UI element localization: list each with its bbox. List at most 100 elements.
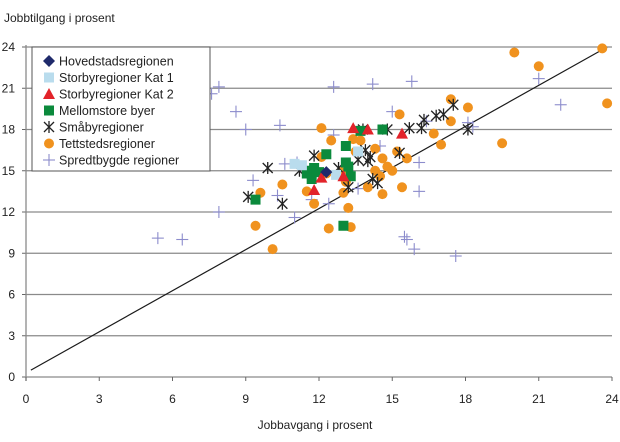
point-spredtbygde-regioner bbox=[413, 156, 426, 169]
point-smabyregioner bbox=[416, 122, 428, 135]
y-tick-label: 0 bbox=[8, 370, 15, 384]
legend-label-hovedstadsregionen: Hovedstadsregionen bbox=[59, 55, 174, 69]
point-storbyregioner-kat-1 bbox=[353, 146, 364, 157]
legend-box bbox=[31, 46, 211, 172]
point-mellomstore-byer bbox=[355, 125, 366, 136]
point-spredtbygde-regioner bbox=[466, 120, 479, 133]
point-spredtbygde-regioner bbox=[247, 174, 260, 187]
point-spredtbygde-regioner bbox=[408, 243, 421, 256]
point-smabyregioner bbox=[394, 146, 406, 159]
axes bbox=[22, 45, 613, 381]
point-spredtbygde-regioner bbox=[212, 206, 225, 218]
point-storbyregioner-kat-1 bbox=[289, 158, 300, 169]
point-tettstedsregioner bbox=[602, 98, 613, 109]
point-mellomstore-byer bbox=[345, 171, 356, 182]
point-storbyregioner-kat-2 bbox=[361, 123, 374, 135]
legend-marker-tettstedsregioner bbox=[44, 138, 54, 149]
x-tick-label: 9 bbox=[242, 392, 249, 406]
point-mellomstore-byer bbox=[250, 194, 261, 205]
point-mellomstore-byer bbox=[321, 149, 332, 160]
point-mellomstore-byer bbox=[306, 174, 317, 184]
point-tettstedsregioner bbox=[250, 220, 261, 231]
point-tettstedsregioner bbox=[597, 43, 608, 54]
point-tettstedsregioner bbox=[387, 165, 398, 176]
point-smabyregioner bbox=[447, 98, 459, 111]
y-tick-label: 21 bbox=[2, 81, 16, 95]
point-spredtbygde-regioner bbox=[322, 197, 335, 210]
point-spredtbygde-regioner bbox=[176, 233, 189, 246]
point-tettstedsregioner bbox=[377, 189, 388, 200]
point-storbyregioner-kat-1 bbox=[296, 160, 307, 171]
point-tettstedsregioner bbox=[309, 198, 320, 209]
y-axis-title: Jobbtilgang i prosent bbox=[4, 11, 115, 25]
y-tick-label: 18 bbox=[2, 123, 16, 137]
point-smabyregioner bbox=[262, 162, 274, 174]
point-mellomstore-byer bbox=[377, 124, 388, 135]
point-spredtbygde-regioner bbox=[398, 230, 411, 243]
point-smabyregioner bbox=[403, 122, 415, 135]
point-spredtbygde-regioner bbox=[229, 105, 242, 118]
point-storbyregioner-kat-2 bbox=[396, 127, 409, 139]
point-tettstedsregioner bbox=[497, 138, 508, 149]
reference-line bbox=[30, 46, 608, 371]
point-spredtbygde-regioner bbox=[366, 78, 379, 91]
legend-marker-hovedstadsregionen bbox=[43, 55, 55, 67]
point-spredtbygde-regioner bbox=[413, 185, 426, 198]
point-tettstedsregioner bbox=[323, 223, 334, 234]
point-tettstedsregioner bbox=[397, 182, 408, 193]
y-tick-label: 6 bbox=[8, 288, 15, 302]
point-smabyregioner bbox=[342, 181, 354, 194]
point-spredtbygde-regioner bbox=[151, 232, 164, 245]
point-smabyregioner bbox=[438, 108, 449, 121]
legend-label-spredtbygde-regioner: Spredtbygde regioner bbox=[59, 154, 179, 168]
x-tick-label: 6 bbox=[169, 392, 176, 406]
point-tettstedsregioner bbox=[370, 143, 381, 154]
legend-marker-storbyregioner-kat-1 bbox=[44, 72, 54, 83]
x-tick-labels: 0 3 6 9 12 15 18 21 24 bbox=[23, 392, 619, 406]
point-spredtbygde-regioner bbox=[405, 75, 418, 88]
x-tick-label: 15 bbox=[386, 392, 400, 406]
x-tick-label: 18 bbox=[459, 392, 473, 406]
point-tettstedsregioner bbox=[362, 182, 373, 193]
point-smabyregioner bbox=[362, 155, 374, 168]
legend-label-tettstedsregioner: Tettstedsregioner bbox=[59, 137, 155, 151]
point-smabyregioner bbox=[372, 177, 384, 190]
diagonal-line bbox=[30, 46, 608, 371]
point-storbyregioner-kat-2 bbox=[347, 122, 360, 134]
point-storbyregioner-kat-1 bbox=[331, 169, 342, 180]
point-spredtbygde-regioner bbox=[212, 80, 225, 93]
legend-label-mellomstore-byer: Mellomstore byer bbox=[59, 104, 155, 118]
y-tick-label: 24 bbox=[2, 40, 16, 54]
y-tick-label: 3 bbox=[8, 329, 15, 343]
x-tick-label: 24 bbox=[605, 392, 619, 406]
legend: Hovedstadsregionen Storbyregioner Kat 1 St… bbox=[31, 46, 211, 172]
point-smabyregioner bbox=[462, 123, 474, 136]
x-tick-label: 3 bbox=[96, 392, 103, 406]
legend-marker-spredtbygde-regioner bbox=[43, 154, 55, 166]
y-tick-label: 15 bbox=[2, 164, 16, 178]
point-spredtbygde-regioner bbox=[400, 233, 413, 246]
point-spredtbygde-regioner bbox=[327, 80, 340, 93]
point-tettstedsregioner bbox=[533, 61, 544, 72]
point-spredtbygde-regioner bbox=[449, 250, 462, 262]
x-axis-title: Jobbavgang i prosent bbox=[258, 418, 373, 432]
point-tettstedsregioner bbox=[462, 102, 473, 113]
x-tick-label: 21 bbox=[532, 392, 546, 406]
point-smabyregioner bbox=[308, 149, 320, 162]
point-smabyregioner bbox=[430, 109, 442, 122]
point-spredtbygde-regioner bbox=[288, 211, 301, 224]
y-tick-labels: 0 3 6 9 12 15 18 21 24 bbox=[2, 40, 16, 384]
point-tettstedsregioner bbox=[277, 179, 288, 190]
x-tick-label: 0 bbox=[23, 392, 30, 406]
point-tettstedsregioner bbox=[267, 244, 278, 255]
point-storbyregioner-kat-2 bbox=[315, 171, 328, 183]
point-mellomstore-byer bbox=[314, 167, 324, 178]
point-smabyregioner bbox=[364, 151, 376, 163]
point-smabyregioner bbox=[276, 197, 288, 210]
point-tettstedsregioner bbox=[343, 202, 354, 213]
point-tettstedsregioner bbox=[326, 135, 337, 146]
point-tettstedsregioner bbox=[375, 171, 386, 182]
point-spredtbygde-regioner bbox=[278, 157, 291, 170]
legend-marker-mellomstore-byer bbox=[44, 105, 54, 116]
